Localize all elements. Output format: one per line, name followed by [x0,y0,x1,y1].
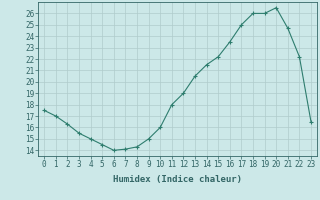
X-axis label: Humidex (Indice chaleur): Humidex (Indice chaleur) [113,175,242,184]
